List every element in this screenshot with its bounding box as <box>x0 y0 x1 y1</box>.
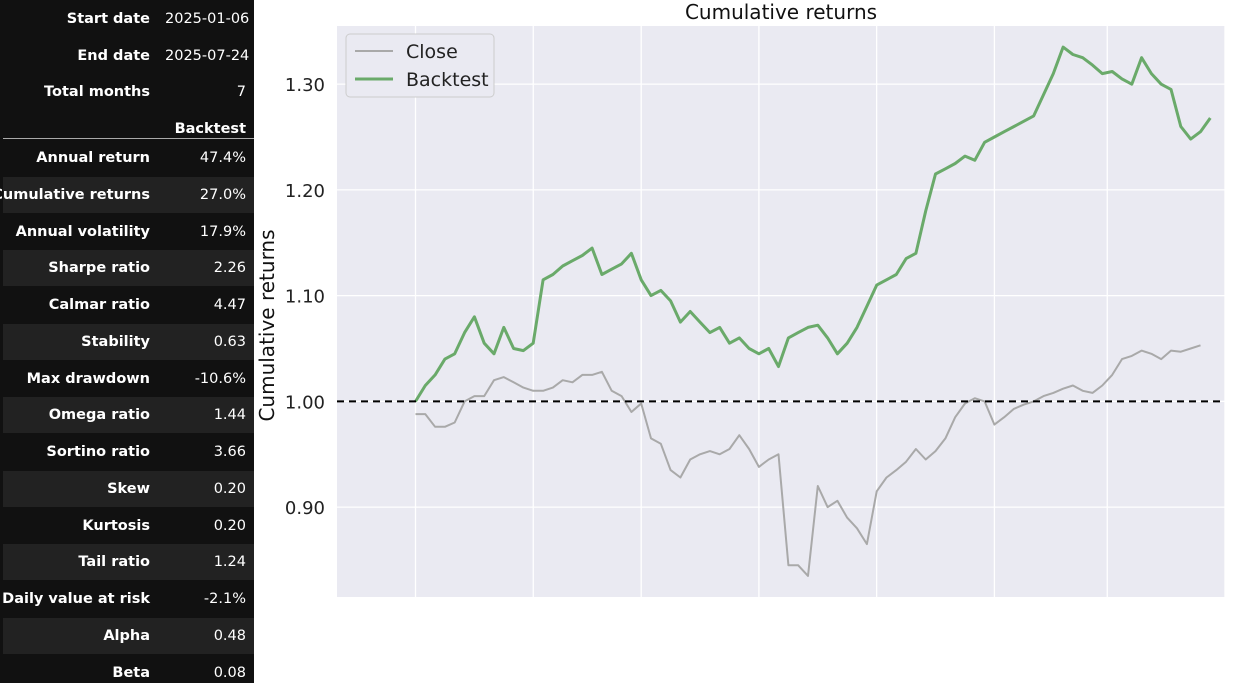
stats-metric-value: 1.24 <box>213 554 246 571</box>
stats-metric-value: -10.6% <box>194 370 246 387</box>
legend-label: Backtest <box>406 69 489 91</box>
stats-metric-value: -2.1% <box>203 591 246 607</box>
stats-metric-row: Kurtosis 0.20 <box>3 508 254 544</box>
stats-metric-row: Alpha 0.48 <box>3 617 254 654</box>
stats-header-row: Total months 7 <box>3 74 254 110</box>
stats-metric-row: Sortino ratio 3.66 <box>3 434 254 470</box>
stats-metric-row: Daily value at risk -2.1% <box>2 581 254 617</box>
stats-metric-value: 2.26 <box>213 260 246 277</box>
stats-metric-value: 27.0% <box>199 186 246 203</box>
stats-metric-value: 0.08 <box>213 664 246 681</box>
stats-metric-value: 47.4% <box>199 150 246 166</box>
stats-metric-label: Omega ratio <box>48 407 150 424</box>
stats-metric-label: Stability <box>81 333 150 350</box>
stats-metric-value: 0.48 <box>213 627 246 644</box>
stats-metric-value: 17.9% <box>199 223 246 240</box>
stats-header-row: End date 2025-07-24 <box>3 38 254 74</box>
stats-metric-label: Beta <box>112 664 150 681</box>
stats-column-header: Backtest <box>174 121 246 138</box>
stats-header-label: End date <box>77 47 150 64</box>
stats-metric-row: Sharpe ratio 2.26 <box>3 250 254 287</box>
y-tick-label: 1.20 <box>285 181 325 202</box>
stats-metric-label: Cumulative returns <box>0 186 150 203</box>
stats-metric-row: Annual volatility 17.9% <box>3 214 254 250</box>
y-tick-label: 0.90 <box>285 498 325 519</box>
stats-metric-row: Calmar ratio 4.47 <box>3 287 254 323</box>
close-series-line <box>415 344 1201 577</box>
stats-metric-row: Max drawdown -10.6% <box>3 361 254 397</box>
y-tick-label: 1.30 <box>285 75 325 96</box>
stats-metric-value: 3.66 <box>213 444 246 460</box>
legend-label: Close <box>406 41 458 63</box>
plot-area <box>337 26 1225 597</box>
stats-metric-label: Kurtosis <box>82 517 150 534</box>
stats-metric-row: Stability 0.63 <box>3 323 254 360</box>
stats-metric-label: Annual volatility <box>15 223 150 240</box>
stats-metric-label: Daily value at risk <box>2 591 150 607</box>
stats-column-header-row: Backtest <box>3 111 254 147</box>
stats-header-value: 7 <box>236 84 246 101</box>
stats-metric-label: Tail ratio <box>78 554 150 571</box>
y-axis-label: Cumulative returns <box>255 229 279 421</box>
stats-metric-value: 0.20 <box>213 517 246 534</box>
stats-metric-label: Calmar ratio <box>48 297 150 313</box>
stats-header-value: 2025-01-06 <box>165 11 250 27</box>
y-tick-label: 1.10 <box>285 287 325 308</box>
series-lines <box>337 45 1225 577</box>
stats-metric-row: Skew 0.20 <box>3 470 254 507</box>
stats-header-value: 2025-07-24 <box>165 47 250 64</box>
chart-legend: Close Backtest <box>345 33 495 98</box>
stats-metric-value: 4.47 <box>213 297 246 313</box>
y-tick-labels: 0.90 1.00 1.10 1.20 1.30 <box>285 75 325 519</box>
stats-metric-row: Omega ratio 1.44 <box>3 397 254 434</box>
stats-metric-value: 0.63 <box>213 333 246 350</box>
stats-metric-row: Annual return 47.4% <box>3 140 254 176</box>
chart-title: Cumulative returns <box>685 0 877 24</box>
y-tick-label: 1.00 <box>285 392 325 413</box>
stats-metric-label: Sharpe ratio <box>48 260 150 277</box>
performance-stats-table: Start date 2025-01-06 End date 2025-07-24 To… <box>0 0 254 683</box>
stats-metric-value: 0.20 <box>213 480 246 497</box>
stats-header-label: Start date <box>66 11 150 27</box>
stats-header-label: Total months <box>44 84 150 101</box>
backtest-series-line <box>414 45 1212 403</box>
stats-metric-label: Alpha <box>103 627 150 644</box>
stats-metric-row: Tail ratio 1.24 <box>3 544 254 581</box>
stats-metric-label: Max drawdown <box>26 370 150 387</box>
stats-header-row: Start date 2025-01-06 <box>3 1 254 37</box>
legend-frame <box>345 33 495 98</box>
cumulative-returns-chart: 0.901.001.101.201.30 Cumulative returns … <box>255 0 1226 597</box>
stats-metric-label: Skew <box>107 480 150 497</box>
stats-metric-row: Cumulative returns 27.0% <box>0 176 254 213</box>
stats-metric-row: Beta 0.08 <box>3 655 254 691</box>
stats-divider <box>3 138 254 139</box>
stats-metric-value: 1.44 <box>213 407 246 424</box>
stats-metric-label: Annual return <box>36 150 150 166</box>
stats-metric-label: Sortino ratio <box>46 444 150 460</box>
